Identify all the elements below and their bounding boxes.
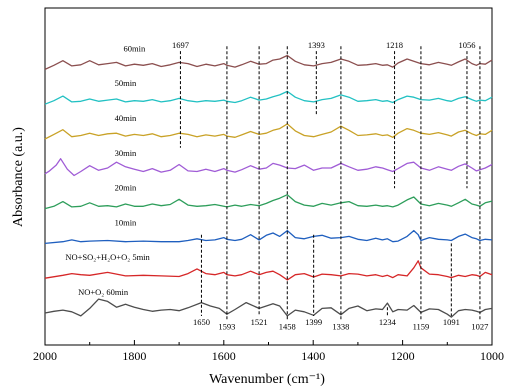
series-line bbox=[44, 229, 493, 245]
series-label: 30min bbox=[115, 148, 137, 158]
marker-label: 1159 bbox=[413, 322, 430, 332]
marker-label: 1234 bbox=[379, 317, 397, 327]
marker-label: 1399 bbox=[305, 317, 322, 327]
series-label: 10min bbox=[115, 217, 137, 227]
marker-label: 1393 bbox=[308, 40, 325, 50]
series-line bbox=[44, 54, 493, 70]
series-group: NO+O₂ 60min NO+SO₂+H₂O+O₂ 5min 10min 20min 3… bbox=[44, 43, 493, 318]
marker-label: 1593 bbox=[218, 322, 235, 332]
x-tick-label: 1200 bbox=[391, 349, 415, 363]
x-tick-label: 1400 bbox=[301, 349, 325, 363]
series-label: 60min bbox=[124, 43, 146, 53]
series-label: NO+O₂ 60min bbox=[78, 287, 129, 297]
series-line bbox=[44, 123, 493, 140]
x-tick-label: 1000 bbox=[480, 349, 504, 363]
marker-label: 1056 bbox=[458, 40, 475, 50]
marker-label: 1091 bbox=[443, 317, 460, 327]
x-axis-title: Wavenumber (cm⁻¹) bbox=[209, 372, 325, 387]
y-axis-title: Absorbance (a.u.) bbox=[11, 127, 26, 227]
series-label: 40min bbox=[115, 113, 137, 123]
series-label: NO+SO₂+H₂O+O₂ 5min bbox=[65, 252, 150, 262]
marker-label: 1697 bbox=[172, 40, 189, 50]
marker-label: 1338 bbox=[332, 322, 349, 332]
series-line bbox=[44, 260, 493, 281]
series-line bbox=[44, 90, 493, 105]
marker-label: 1521 bbox=[251, 317, 268, 327]
series-label: 20min bbox=[115, 183, 137, 193]
annotation-group: 1697 1393 1218 1056 1650 1593 1521 1458 1399 1338… bbox=[172, 40, 488, 332]
series-line bbox=[44, 298, 493, 318]
x-tick-label: 1600 bbox=[212, 349, 236, 363]
series-line bbox=[44, 158, 493, 177]
marker-label: 1458 bbox=[279, 322, 296, 332]
marker-label: 1218 bbox=[386, 40, 403, 50]
axes-group: 2000 1800 1600 1400 1200 1000 bbox=[33, 340, 504, 363]
marker-label: 1027 bbox=[471, 322, 488, 332]
series-line bbox=[44, 194, 493, 210]
series-label: 50min bbox=[115, 78, 137, 88]
marker-label: 1650 bbox=[193, 317, 210, 327]
x-tick-label: 2000 bbox=[33, 349, 57, 363]
x-tick-label: 1800 bbox=[122, 349, 146, 363]
